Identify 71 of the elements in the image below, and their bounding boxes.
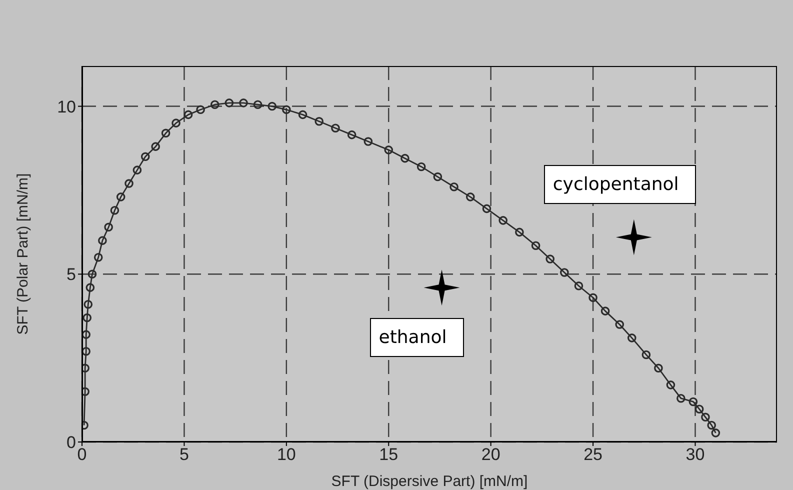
point: [132, 166, 142, 174]
point: [600, 306, 610, 316]
point: [424, 270, 460, 306]
point: [210, 100, 220, 110]
x-tick-label: 10: [276, 445, 296, 464]
point: [364, 137, 373, 146]
x-tick-label: 30: [686, 445, 705, 464]
point: [268, 102, 277, 111]
point: [347, 130, 356, 140]
point: [546, 254, 555, 264]
point: [88, 270, 97, 279]
point: [224, 98, 234, 108]
point: [298, 110, 308, 120]
x-axis-title: SFT (Dispersive Part) [mN/m]: [331, 473, 528, 490]
point: [654, 364, 663, 373]
point: [384, 146, 394, 154]
point: [701, 412, 710, 422]
point: [531, 241, 540, 250]
y-tick-label: 10: [57, 97, 76, 116]
point: [450, 182, 458, 192]
point: [711, 428, 720, 438]
point: [282, 105, 291, 114]
point: [498, 216, 508, 225]
y-tick-label: 0: [66, 433, 76, 452]
point: [676, 394, 686, 403]
point: [416, 162, 426, 172]
y-tick-label: 5: [66, 265, 76, 284]
x-tick-label: 20: [481, 445, 500, 464]
point: [84, 300, 93, 309]
point: [666, 380, 676, 390]
point: [574, 281, 584, 290]
point: [560, 268, 569, 277]
point: [688, 397, 698, 406]
y-axis-title: SFT (Polar Part) [mN/m]: [14, 173, 32, 335]
point: [94, 252, 103, 262]
point: [124, 179, 134, 188]
point: [239, 98, 248, 108]
point: [151, 142, 160, 151]
point: [331, 124, 340, 133]
x-tick-label: 5: [179, 445, 189, 464]
point: [82, 346, 90, 356]
point: [615, 320, 624, 329]
x-tick-label: 15: [379, 445, 398, 464]
point: [196, 105, 205, 114]
x-tick-label: 25: [584, 445, 602, 464]
point: [482, 204, 492, 214]
point: [116, 192, 126, 202]
point: [642, 350, 651, 360]
point: [104, 222, 113, 232]
point: [627, 334, 636, 342]
point: [161, 128, 170, 138]
series-label: ethanol: [370, 318, 464, 357]
point: [82, 330, 90, 339]
point: [400, 154, 410, 163]
point: [616, 219, 652, 256]
point: [86, 283, 95, 292]
point: [433, 172, 442, 182]
point: [253, 100, 262, 110]
point: [82, 313, 92, 322]
point: [140, 152, 150, 162]
point: [172, 118, 180, 128]
point: [515, 228, 524, 237]
point: [694, 404, 704, 414]
point: [466, 192, 475, 202]
point: [98, 236, 107, 245]
point: [588, 293, 598, 302]
point: [184, 110, 193, 120]
point: [110, 206, 120, 215]
point: [314, 116, 324, 126]
text: cyclopentanol: [544, 165, 696, 204]
point: [707, 420, 716, 430]
